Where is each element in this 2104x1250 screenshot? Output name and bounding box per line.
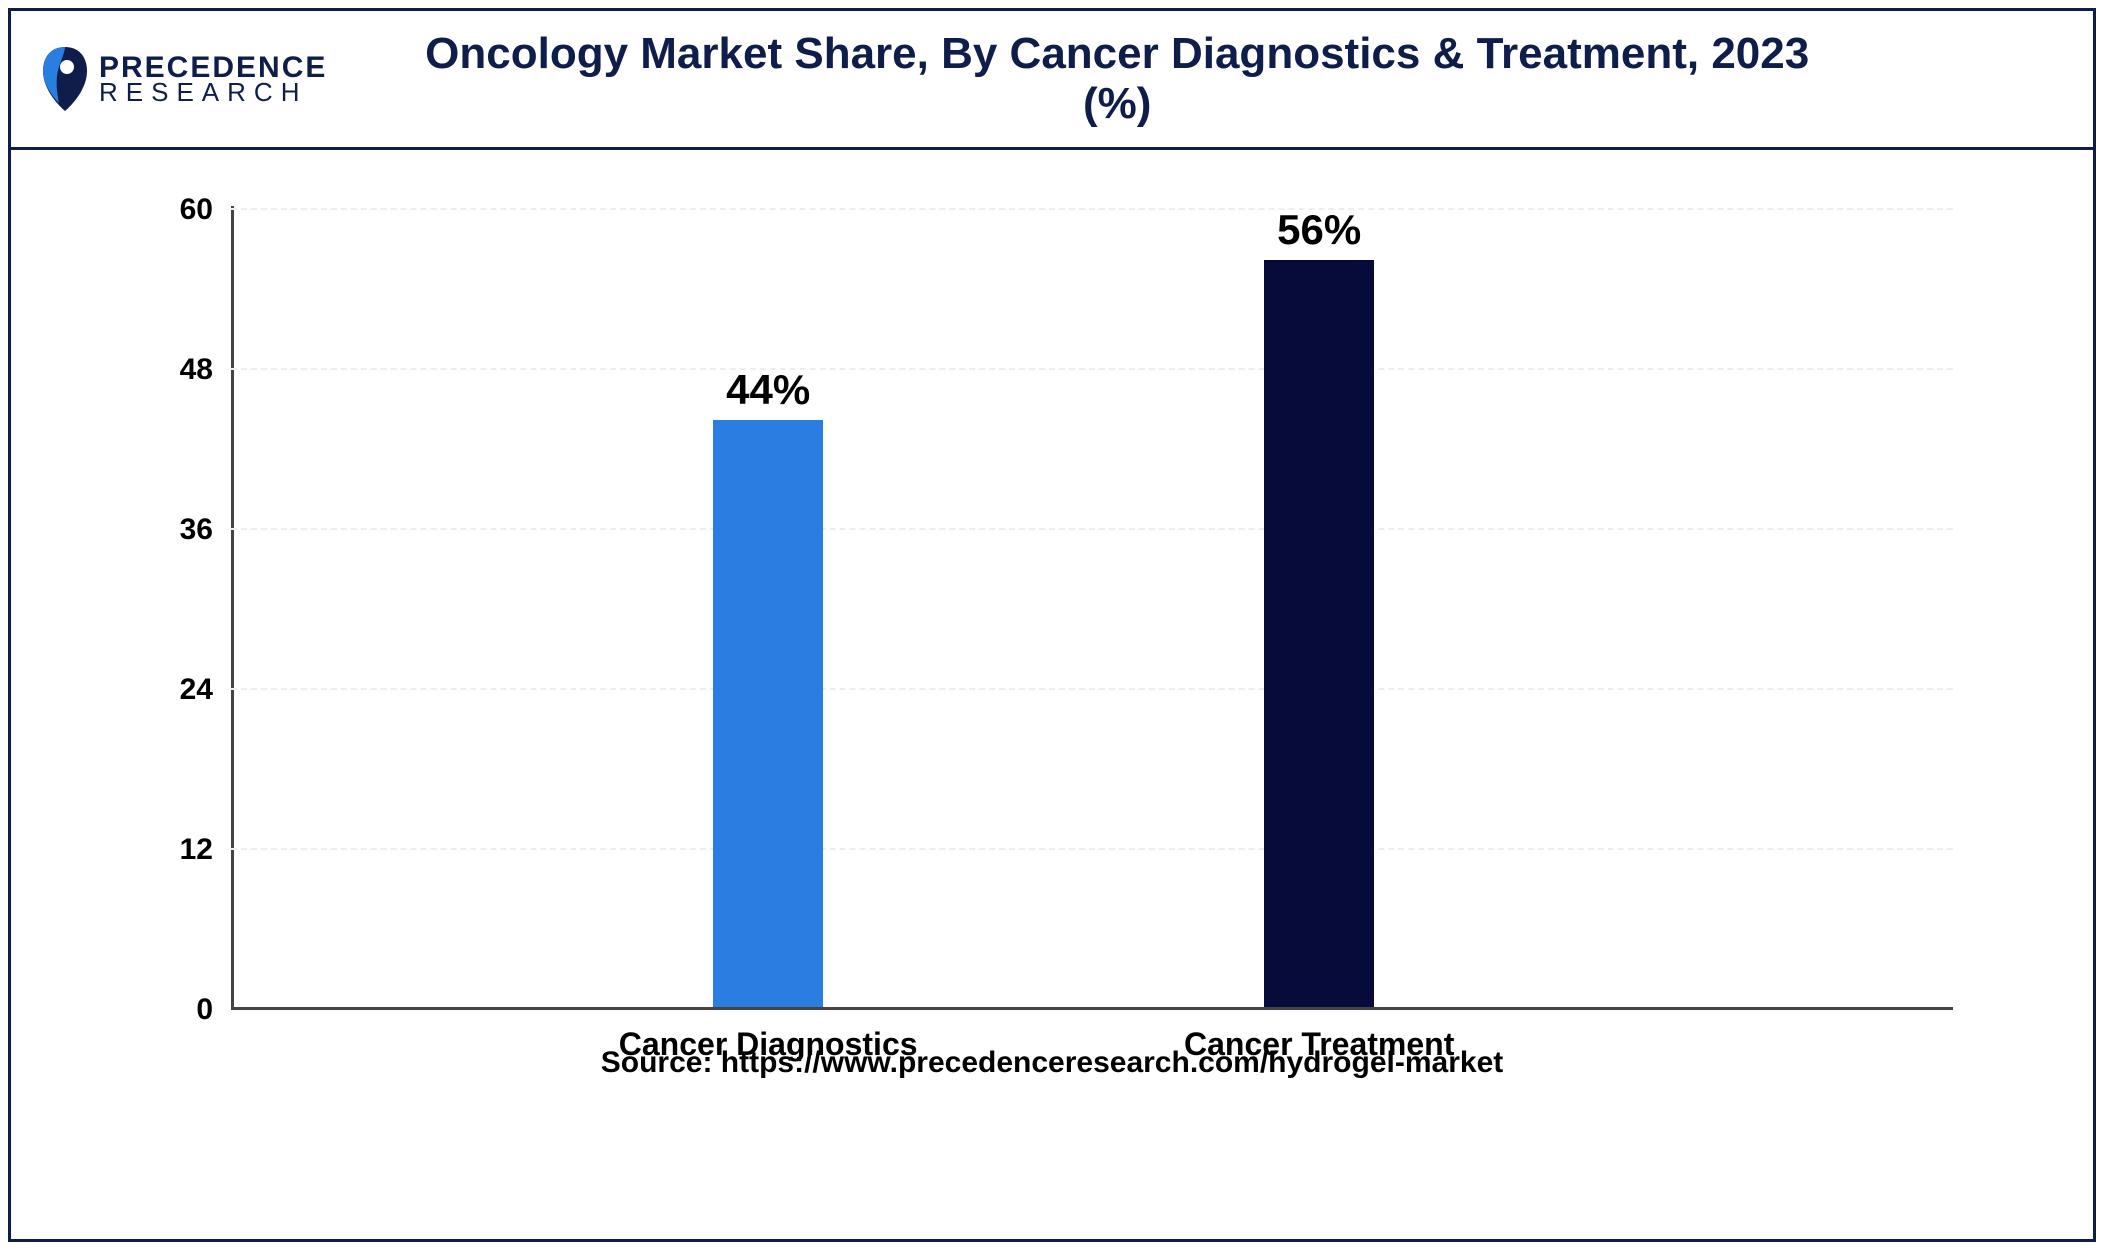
bar-value-label: 44% <box>726 366 810 414</box>
header: PRECEDENCE RESEARCH Oncology Market Shar… <box>11 11 2093 150</box>
y-tick-label: 60 <box>153 193 213 227</box>
chart-title: Oncology Market Share, By Cancer Diagnos… <box>387 29 2067 129</box>
grid-line <box>231 528 1953 530</box>
y-tick-label: 36 <box>153 513 213 547</box>
y-tick-label: 0 <box>153 993 213 1027</box>
logo-icon <box>37 43 93 115</box>
chart-body: 0 12 24 36 48 60 44% Cancer Diagnostics 56% Cance… <box>11 150 2093 1239</box>
logo: PRECEDENCE RESEARCH <box>37 43 327 115</box>
logo-text: PRECEDENCE RESEARCH <box>99 54 327 104</box>
x-axis-line <box>231 1007 1953 1010</box>
bar: 44% <box>713 420 823 1007</box>
grid-line <box>231 368 1953 370</box>
y-tick-label: 24 <box>153 673 213 707</box>
x-tick-label: Cancer Diagnostics <box>619 1026 918 1063</box>
plot-area: 0122436486044%Cancer Diagnostics56%Cance… <box>231 210 1953 1010</box>
y-tick-label: 48 <box>153 353 213 387</box>
grid-line <box>231 848 1953 850</box>
bar-value-label: 56% <box>1277 206 1361 254</box>
chart-frame: PRECEDENCE RESEARCH Oncology Market Shar… <box>8 8 2096 1242</box>
bar: 56% <box>1264 260 1374 1007</box>
grid-line <box>231 208 1953 210</box>
grid-line <box>231 688 1953 690</box>
y-axis-line <box>231 206 234 1010</box>
x-tick-label: Cancer Treatment <box>1184 1026 1454 1063</box>
y-tick-label: 12 <box>153 833 213 867</box>
source-text: Source: https://www.precedenceresearch.c… <box>91 1010 2013 1108</box>
logo-line2: RESEARCH <box>99 81 327 104</box>
